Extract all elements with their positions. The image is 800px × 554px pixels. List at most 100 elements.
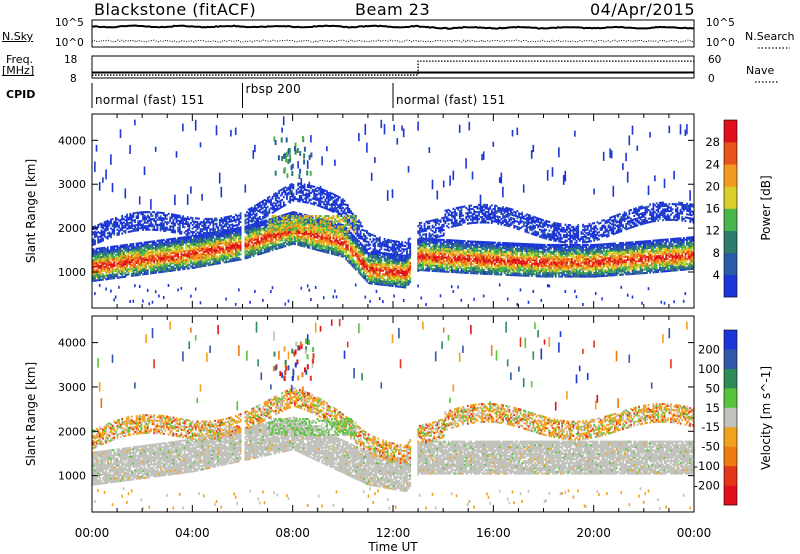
- power-cell: [390, 239, 392, 242]
- power-cell: [137, 259, 140, 262]
- power-cell: [174, 213, 176, 216]
- power-cell: [358, 240, 360, 243]
- power-cell: [294, 196, 296, 199]
- power-cell: [324, 215, 327, 218]
- power-cell: [236, 229, 239, 232]
- power-cell: [327, 222, 330, 225]
- power-cell: [186, 235, 189, 238]
- power-cell: [250, 248, 253, 251]
- power-cell: [378, 240, 381, 243]
- power-cell: [270, 230, 272, 233]
- power-cell: [335, 243, 338, 246]
- power-cell: [255, 231, 258, 234]
- power-cell: [297, 236, 300, 239]
- power-cell: [270, 202, 272, 205]
- power-cell: [337, 233, 340, 236]
- power-cell: [255, 252, 258, 255]
- power-cell: [156, 245, 159, 248]
- power-cell: [199, 256, 202, 259]
- power-cell: [169, 269, 172, 272]
- power-cell: [394, 258, 397, 261]
- power-cell: [202, 243, 205, 246]
- power-cell: [265, 203, 268, 206]
- power-cell: [159, 227, 162, 230]
- power-cell: [105, 271, 108, 274]
- power-cell: [298, 196, 301, 199]
- power-cell: [370, 250, 373, 253]
- power-cell: [142, 257, 144, 260]
- power-cell: [135, 251, 138, 254]
- power-cell: [375, 237, 378, 240]
- power-cell: [399, 284, 402, 287]
- power-cell: [290, 234, 293, 237]
- power-cell: [209, 253, 212, 256]
- power-cell: [250, 217, 253, 220]
- power-cell: [369, 280, 372, 283]
- power-cell: [394, 260, 397, 263]
- power-cell: [204, 264, 207, 267]
- power-cell: [313, 230, 316, 233]
- power-cell: [220, 246, 223, 249]
- power-cell: [172, 267, 175, 270]
- power-cell: [234, 250, 237, 253]
- power-cell: [183, 250, 186, 253]
- power-cell: [302, 241, 304, 244]
- power-cell: [247, 256, 250, 259]
- power-cell: [111, 254, 114, 257]
- power-cell: [294, 243, 296, 246]
- power-cell: [393, 260, 396, 263]
- power-cell: [166, 245, 168, 248]
- power-cell: [378, 274, 381, 277]
- power-cell: [306, 230, 309, 233]
- power-cell: [97, 270, 100, 273]
- power-cell: [158, 244, 160, 247]
- power-cell: [214, 248, 216, 251]
- power-cell: [202, 233, 205, 236]
- power-cell: [346, 214, 349, 217]
- power-cell: [364, 248, 367, 251]
- power-cell: [106, 253, 109, 256]
- power-cell: [204, 240, 207, 243]
- power-cell: [356, 224, 359, 227]
- power-cell: [311, 225, 314, 228]
- power-cell: [95, 235, 98, 238]
- power-cell: [140, 245, 143, 248]
- power-cell: [359, 268, 362, 271]
- power-cell: [182, 215, 184, 218]
- power-cell: [110, 265, 112, 268]
- power-cell: [137, 249, 140, 252]
- power-cell: [393, 254, 396, 257]
- power-cell: [386, 247, 389, 250]
- power-cell: [252, 226, 255, 229]
- power-cell: [297, 200, 300, 203]
- power-cell: [332, 233, 335, 236]
- power-cell: [303, 235, 306, 238]
- power-cell: [314, 243, 317, 246]
- power-cell: [356, 257, 359, 260]
- power-cell: [278, 217, 280, 220]
- power-cell: [322, 216, 325, 219]
- power-cell: [169, 243, 172, 246]
- power-cell: [140, 261, 143, 264]
- power-cell: [327, 250, 330, 253]
- power-cell: [260, 248, 263, 251]
- power-cell: [297, 240, 300, 243]
- power-cell: [385, 245, 388, 248]
- power-cell: [215, 246, 218, 249]
- power-cell: [202, 231, 205, 234]
- power-cell: [135, 217, 138, 220]
- power-cell: [162, 229, 165, 232]
- power-cell: [215, 255, 218, 258]
- power-cell: [279, 203, 282, 206]
- power-cell: [94, 241, 96, 244]
- power-cell: [294, 216, 296, 219]
- power-cell: [106, 246, 109, 249]
- power-cell: [350, 233, 352, 236]
- power-cell: [111, 218, 114, 221]
- power-cell: [314, 198, 317, 201]
- power-cell: [338, 228, 341, 231]
- power-cell: [178, 250, 181, 253]
- power-cell: [308, 222, 311, 225]
- power-cell: [92, 278, 95, 281]
- power-cell: [385, 264, 388, 267]
